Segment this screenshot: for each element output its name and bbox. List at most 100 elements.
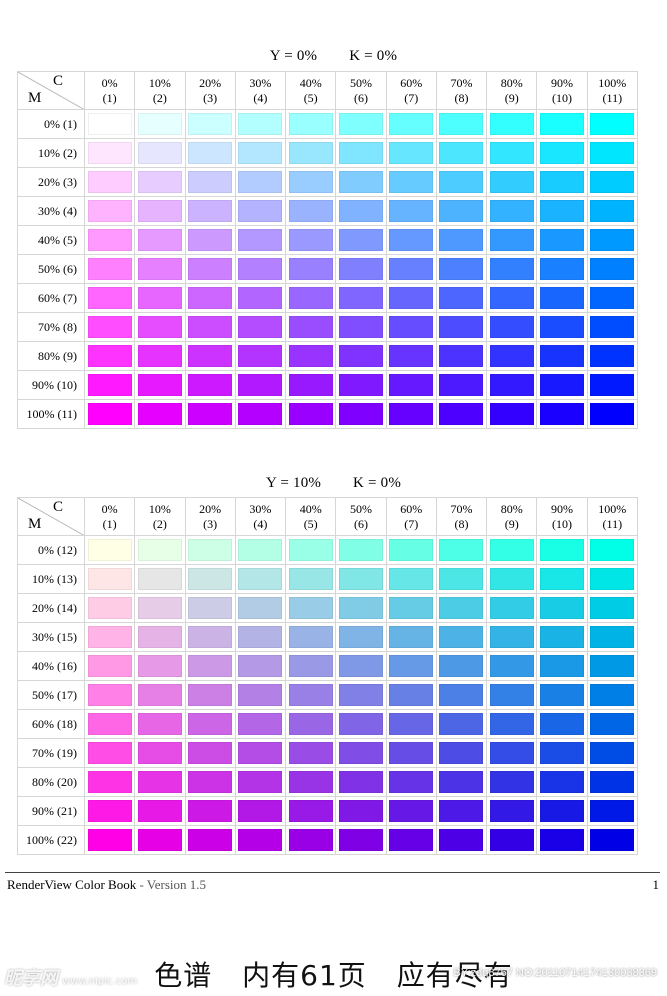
color-swatch [590, 655, 635, 677]
color-swatch [590, 316, 635, 338]
column-percent: 50% [349, 75, 372, 90]
color-swatch [188, 258, 233, 280]
book-title: RenderView Color Book [7, 877, 137, 892]
color-swatch [288, 626, 333, 648]
swatch-cell [386, 681, 437, 710]
color-swatch [590, 742, 635, 764]
color-swatch [238, 258, 283, 280]
caption-part-2: 内有61页 [242, 959, 367, 992]
cyan-axis-label: C [52, 73, 63, 89]
magenta-axis-label: M [28, 90, 42, 106]
color-swatch [389, 771, 434, 793]
swatch-cell [436, 284, 488, 313]
color-swatch [238, 316, 283, 338]
color-swatch [188, 597, 233, 619]
color-swatch [489, 345, 534, 367]
color-swatch [137, 742, 182, 764]
column-percent: 0% [101, 75, 118, 90]
table-row: 0% (1) [18, 110, 638, 139]
swatch-cell [386, 110, 437, 139]
swatch-cell [487, 739, 538, 768]
color-swatch [87, 713, 132, 735]
column-index: (11) [602, 90, 623, 105]
color-swatch [338, 800, 383, 822]
swatch-cell [336, 594, 387, 623]
color-swatch [188, 568, 233, 590]
swatch-cell [487, 255, 538, 284]
swatch-cell [235, 623, 287, 652]
color-swatch [188, 374, 233, 396]
swatch-cell [587, 594, 638, 623]
color-swatch [338, 539, 383, 561]
swatch-cell [587, 565, 638, 594]
swatch-cell [286, 226, 337, 255]
color-swatch [540, 742, 585, 764]
swatch-cell [135, 197, 186, 226]
swatch-cell [537, 739, 588, 768]
color-swatch [338, 142, 383, 164]
row-label: 0% (1) [18, 110, 85, 139]
swatch-cell [587, 400, 638, 429]
version-label: - Version 1.5 [136, 877, 207, 892]
swatch-cell [487, 797, 538, 826]
column-percent: 80% [500, 75, 523, 90]
swatch-cell [235, 371, 287, 400]
swatch-cell [587, 313, 638, 342]
column-header: 20% (3) [185, 498, 236, 536]
color-swatch [540, 316, 585, 338]
swatch-cell [537, 139, 588, 168]
color-swatch [540, 539, 585, 561]
row-label: 90% (21) [18, 797, 85, 826]
swatch-cell [135, 536, 186, 565]
swatch-cell [537, 710, 588, 739]
swatch-cell [436, 652, 488, 681]
column-header: 70% (8) [436, 498, 488, 536]
swatch-cell [135, 826, 186, 855]
color-swatch [439, 829, 484, 851]
swatch-cell [85, 710, 136, 739]
swatch-cell [336, 826, 387, 855]
column-percent: 100% [598, 501, 627, 516]
swatch-cell [85, 797, 136, 826]
color-swatch [188, 684, 233, 706]
swatch-cell [487, 313, 538, 342]
color-swatch [590, 684, 635, 706]
color-swatch [137, 655, 182, 677]
table-row: 60% (18) [18, 710, 638, 739]
table-row: 80% (20) [18, 768, 638, 797]
column-index: (3) [203, 516, 218, 531]
column-header: 90% (10) [537, 72, 588, 110]
swatch-cell [487, 197, 538, 226]
color-swatch [338, 113, 383, 135]
color-swatch [338, 374, 383, 396]
color-swatch [540, 403, 585, 425]
color-swatch [238, 626, 283, 648]
swatch-cell [487, 652, 538, 681]
swatch-cell [587, 681, 638, 710]
color-table-2: M C 0% (1) 10% (2) 20% (3) 30% (4) 40% (5) 50% (6) 60%… [17, 497, 638, 855]
swatch-cell [135, 594, 186, 623]
color-swatch [489, 771, 534, 793]
swatch-cell [286, 342, 337, 371]
color-swatch [137, 829, 182, 851]
column-index: (7) [404, 90, 419, 105]
swatch-cell [235, 197, 287, 226]
color-swatch [389, 171, 434, 193]
swatch-cell [487, 768, 538, 797]
column-index: (9) [504, 516, 519, 531]
swatch-cell [235, 255, 287, 284]
color-swatch [87, 200, 132, 222]
swatch-cell [286, 284, 337, 313]
color-swatch [439, 771, 484, 793]
color-swatch [87, 742, 132, 764]
color-swatch [338, 403, 383, 425]
color-swatch [540, 345, 585, 367]
swatch-cell [386, 284, 437, 313]
color-swatch [87, 142, 132, 164]
swatch-cell [336, 168, 387, 197]
column-percent: 70% [450, 501, 473, 516]
swatch-cell [386, 342, 437, 371]
swatch-cell [336, 400, 387, 429]
swatch-cell [336, 139, 387, 168]
swatch-cell [336, 565, 387, 594]
